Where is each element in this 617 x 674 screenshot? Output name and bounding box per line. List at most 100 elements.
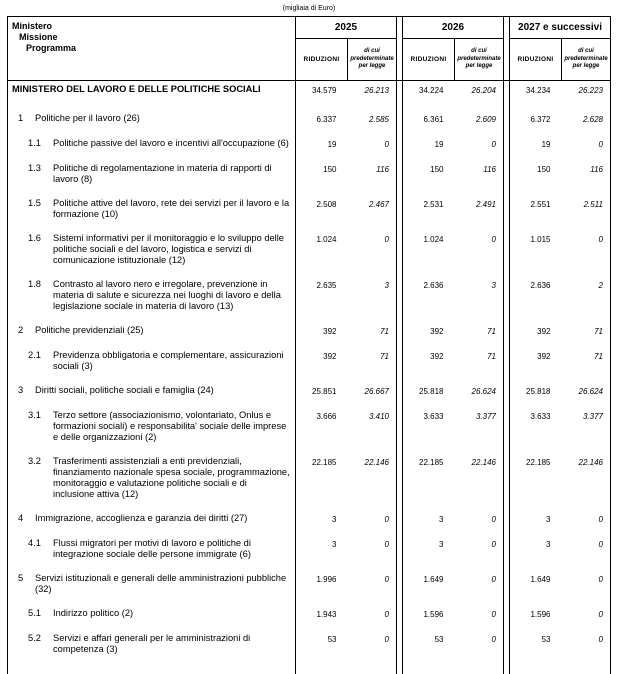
dicui-value: 22.146 bbox=[578, 458, 603, 467]
row-label-cell: 1.1 Politiche passive del lavoro e incent… bbox=[7, 135, 296, 160]
column-spacer bbox=[503, 570, 510, 605]
dicui-value: 3.377 bbox=[582, 412, 603, 421]
riduzioni-value: 392 bbox=[430, 352, 444, 361]
column-spacer bbox=[503, 135, 510, 160]
dicui-value: 0 bbox=[384, 515, 389, 524]
riduzioni-value: 19 bbox=[327, 140, 337, 149]
dicui-value: 26.667 bbox=[364, 387, 389, 396]
row-label: Politiche per il lavoro (26) bbox=[35, 113, 140, 123]
dicui-value: 0 bbox=[491, 140, 496, 149]
row-label-cell: MINISTERO DEL LAVORO E DELLE POLITICHE S… bbox=[7, 80, 296, 110]
column-spacer bbox=[396, 665, 403, 674]
column-spacer bbox=[396, 110, 403, 135]
table-filler-row bbox=[7, 665, 611, 674]
riduzioni-value: 25.851 bbox=[312, 387, 337, 396]
row-label-cell: 1.5 Politiche attive del lavoro, rete dei… bbox=[7, 195, 296, 230]
dicui-value: 71 bbox=[380, 327, 389, 336]
row-label: Politiche attive del lavoro, rete dei se… bbox=[53, 198, 290, 219]
riduzioni-value: 150 bbox=[323, 165, 337, 174]
dicui-value: 71 bbox=[594, 327, 603, 336]
dicui-value: 26.204 bbox=[471, 86, 496, 95]
table-row: 1 Politiche per il lavoro (26) 6.337 2.585 6… bbox=[7, 110, 611, 135]
table-row: 3.1 Terzo settore (associazionismo, volon… bbox=[7, 407, 611, 453]
table-row: 1.1 Politiche passive del lavoro e incent… bbox=[7, 135, 611, 160]
column-spacer bbox=[503, 80, 510, 110]
row-label-cell: 1.3 Politiche di regolamentazione in mate… bbox=[7, 160, 296, 195]
dicui-value: 0 bbox=[491, 515, 496, 524]
dicui-value: 22.146 bbox=[364, 458, 389, 467]
dicui-value: 2.628 bbox=[582, 115, 603, 124]
dicui-value: 0 bbox=[384, 635, 389, 644]
riduzioni-value: 6.361 bbox=[423, 115, 444, 124]
column-spacer bbox=[396, 510, 403, 535]
riduzioni-value: 22.185 bbox=[419, 458, 444, 467]
dicui-value: 0 bbox=[491, 635, 496, 644]
column-spacer bbox=[503, 535, 510, 570]
row-label: Servizi e affari generali per le amminis… bbox=[53, 633, 251, 654]
riduzioni-value: 1.649 bbox=[423, 575, 444, 584]
table-row: 2 Politiche previdenziali (25) 392 71 392 71 3… bbox=[7, 322, 611, 347]
column-spacer bbox=[503, 453, 510, 510]
dicui-value: 0 bbox=[384, 140, 389, 149]
filler-cell bbox=[7, 665, 296, 674]
riduzioni-value: 3 bbox=[546, 540, 551, 549]
row-number: 4 bbox=[18, 513, 24, 523]
column-spacer bbox=[396, 16, 403, 81]
riduzioni-value: 25.818 bbox=[419, 387, 444, 396]
column-spacer bbox=[503, 605, 510, 630]
column-spacer bbox=[396, 276, 403, 322]
dicui-value: 0 bbox=[598, 235, 603, 244]
riduzioni-value: 53 bbox=[541, 635, 551, 644]
table-header: Ministero Missione Programma 2025 2026 2… bbox=[7, 16, 611, 81]
column-spacer bbox=[503, 510, 510, 535]
row-number: 3.2 bbox=[28, 456, 41, 466]
dicui-value: 2.609 bbox=[475, 115, 496, 124]
column-spacer bbox=[503, 276, 510, 322]
row-number: 1.5 bbox=[28, 198, 41, 208]
riduzioni-value: 2.635 bbox=[316, 281, 337, 290]
dicui-subheader: di cui predeterminate per legge bbox=[454, 38, 504, 81]
riduzioni-value: 150 bbox=[537, 165, 551, 174]
row-number: 2 bbox=[18, 325, 24, 335]
column-spacer bbox=[503, 230, 510, 276]
dicui-value: 3.377 bbox=[475, 412, 496, 421]
row-label: Immigrazione, accoglienza e garanzia dei… bbox=[35, 513, 248, 523]
row-label-cell: 2.1 Previdenza obbligatoria e complementa… bbox=[7, 347, 296, 382]
row-label-cell: 3 Diritti sociali, politiche sociali e fa… bbox=[7, 382, 296, 407]
dicui-value: 0 bbox=[384, 540, 389, 549]
riduzioni-value: 2.508 bbox=[316, 200, 337, 209]
row-label: Servizi istituzionali e generali delle a… bbox=[35, 573, 287, 594]
budget-table-body: MINISTERO DEL LAVORO E DELLE POLITICHE S… bbox=[7, 80, 611, 674]
row-label: Politiche di regolamentazione in materia… bbox=[53, 163, 272, 184]
riduzioni-value: 3.633 bbox=[423, 412, 444, 421]
column-spacer bbox=[503, 16, 510, 81]
dicui-value: 0 bbox=[598, 540, 603, 549]
filler-cell bbox=[510, 665, 562, 674]
riduzioni-value: 6.337 bbox=[316, 115, 337, 124]
riduzioni-value: 2.551 bbox=[530, 200, 551, 209]
table-row: 1.8 Contrasto al lavoro nero e irregolare… bbox=[7, 276, 611, 322]
riduzioni-value: 2.636 bbox=[423, 281, 444, 290]
dicui-value: 3 bbox=[384, 281, 389, 290]
riduzioni-value: 392 bbox=[430, 327, 444, 336]
row-label: Contrasto al lavoro nero e irregolare, p… bbox=[53, 279, 281, 311]
row-label: Politiche previdenziali (25) bbox=[35, 325, 144, 335]
row-label: Diritti sociali, politiche sociali e fam… bbox=[35, 385, 214, 395]
dicui-value: 71 bbox=[487, 352, 496, 361]
column-spacer bbox=[396, 347, 403, 382]
row-label-cell: 5 Servizi istituzionali e generali delle … bbox=[7, 570, 296, 605]
row-label-cell: 5.2 Servizi e affari generali per le ammi… bbox=[7, 630, 296, 665]
row-label-cell: 3.1 Terzo settore (associazionismo, volon… bbox=[7, 407, 296, 453]
filler-cell bbox=[348, 665, 397, 674]
dicui-value: 0 bbox=[384, 610, 389, 619]
dicui-value: 0 bbox=[598, 635, 603, 644]
dicui-value: 3.410 bbox=[368, 412, 389, 421]
dicui-value: 0 bbox=[598, 515, 603, 524]
riduzioni-value: 1.024 bbox=[423, 235, 444, 244]
column-spacer bbox=[503, 110, 510, 135]
table-row: 4.1 Flussi migratori per motivi di lavoro… bbox=[7, 535, 611, 570]
riduzioni-value: 3.666 bbox=[316, 412, 337, 421]
table-row: 3 Diritti sociali, politiche sociali e fa… bbox=[7, 382, 611, 407]
dicui-value: 26.624 bbox=[578, 387, 603, 396]
